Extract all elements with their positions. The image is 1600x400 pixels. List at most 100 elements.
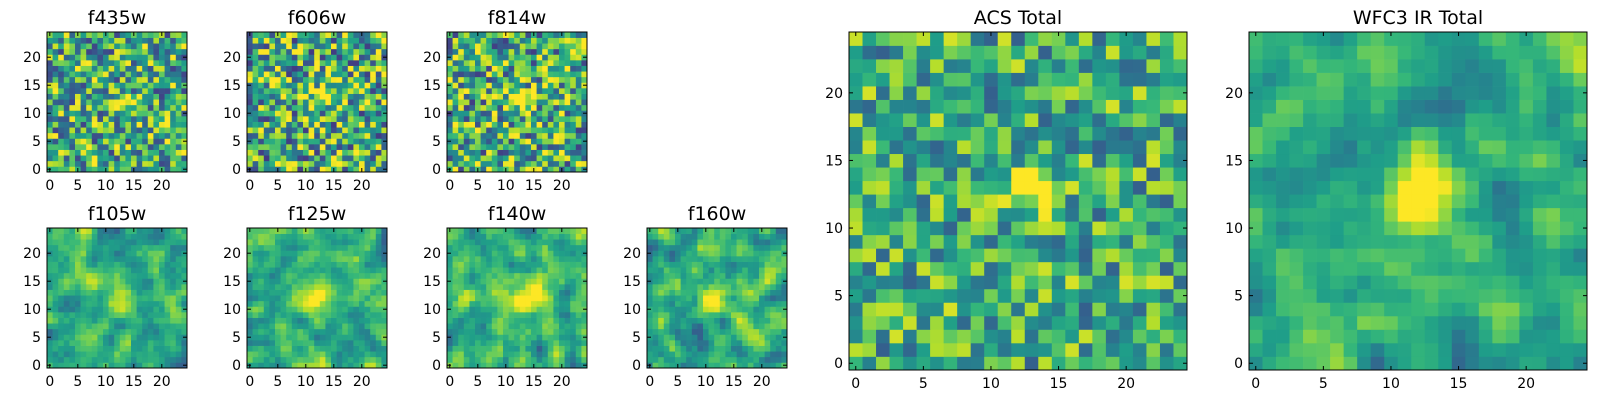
heatmap-cell: [491, 160, 498, 167]
heatmap-cell: [364, 155, 371, 162]
heatmap-cell: [159, 121, 165, 128]
heatmap-cell: [753, 356, 760, 363]
heatmap-cell: [575, 340, 582, 346]
heatmap-cell: [559, 82, 565, 89]
heatmap-cell: [347, 261, 354, 268]
heatmap-cell: [103, 351, 109, 358]
heatmap-cell: [508, 228, 515, 234]
heatmap-cell: [764, 250, 771, 257]
heatmap-cell: [52, 356, 59, 363]
heatmap-cell: [119, 99, 126, 106]
heatmap-cell: [342, 256, 349, 262]
heatmap-cell: [364, 284, 371, 290]
heatmap-cell: [564, 82, 571, 89]
heatmap-cell: [258, 54, 265, 61]
heatmap-cell: [131, 323, 137, 330]
heatmap-cell: [547, 340, 554, 346]
heatmap-cell: [943, 248, 958, 263]
heatmap-cell: [58, 121, 65, 128]
heatmap-cell: [497, 233, 504, 240]
heatmap-cell: [175, 48, 182, 55]
heatmap-cell: [889, 180, 904, 195]
heatmap-cell: [862, 167, 877, 182]
heatmap-cell: [63, 116, 70, 122]
heatmap-cell: [514, 362, 521, 369]
heatmap-cell: [303, 328, 309, 335]
heatmap-cell: [370, 228, 377, 234]
heatmap-cell: [319, 272, 326, 279]
heatmap-cell: [508, 244, 515, 251]
heatmap-cell: [353, 110, 360, 117]
heatmap-cell: [263, 160, 270, 167]
heatmap-cell: [347, 144, 354, 150]
heatmap-cell: [447, 155, 453, 162]
heatmap-cell: [181, 127, 188, 134]
heatmap-cell: [1065, 275, 1080, 290]
heatmap-cell: [719, 239, 726, 246]
heatmap-cell: [314, 127, 321, 134]
heatmap-cell: [553, 317, 560, 324]
heatmap-cell: [314, 121, 321, 128]
heatmap-cell: [553, 306, 560, 313]
heatmap-cell: [331, 244, 337, 251]
heatmap-cell: [181, 99, 188, 106]
heatmap-cell: [1159, 315, 1174, 330]
heatmap-cell: [108, 48, 115, 55]
heatmap-cell: [375, 317, 382, 324]
heatmap-cell: [381, 121, 388, 128]
heatmap-cell: [153, 166, 160, 173]
heatmap-cell: [353, 362, 360, 369]
heatmap-cell: [736, 351, 743, 358]
heatmap-cell: [58, 71, 65, 78]
heatmap-cell: [486, 295, 493, 302]
heatmap-cell: [331, 300, 337, 307]
heatmap-cell: [263, 233, 270, 240]
heatmap-cell: [675, 233, 681, 240]
heatmap-cell: [286, 82, 293, 89]
heatmap-cell: [52, 144, 59, 150]
heatmap-cell: [91, 300, 98, 307]
heatmap-cell: [114, 239, 121, 246]
heatmap-cell: [114, 351, 121, 358]
heatmap-cell: [486, 99, 493, 106]
heatmap-cell: [547, 244, 554, 251]
heatmap-cell: [862, 342, 877, 357]
heatmap-cell: [770, 300, 777, 307]
x-tick-label: 15: [125, 374, 143, 390]
heatmap-cell: [153, 160, 160, 167]
heatmap-cell: [486, 65, 493, 72]
heatmap-cell: [1173, 261, 1188, 276]
heatmap-cell: [308, 99, 315, 106]
heatmap-cell: [575, 351, 582, 358]
heatmap-cell: [491, 345, 498, 352]
heatmap-cell: [581, 272, 588, 279]
heatmap-cell: [581, 295, 588, 302]
heatmap-cell: [119, 160, 126, 167]
heatmap-cell: [314, 284, 321, 290]
heatmap-cell: [142, 289, 149, 296]
heatmap-cell: [486, 334, 493, 341]
heatmap-cell: [181, 88, 188, 94]
heatmap-cell: [525, 295, 532, 302]
heatmap-cell: [1132, 207, 1147, 222]
heatmap-cell: [269, 82, 276, 89]
heatmap-cell: [1146, 329, 1161, 344]
heatmap-cell: [1011, 275, 1026, 290]
heatmap-cell: [547, 37, 554, 44]
heatmap-cell: [170, 261, 177, 268]
heatmap-cell: [291, 60, 298, 66]
heatmap-cell: [314, 149, 321, 156]
heatmap-cell: [353, 239, 360, 246]
heatmap-cell: [686, 334, 693, 341]
heatmap-cell: [1078, 302, 1093, 317]
heatmap-cell: [1159, 288, 1174, 303]
heatmap-cell: [480, 93, 487, 100]
heatmap-cell: [142, 334, 149, 341]
heatmap-cell: [319, 356, 326, 363]
heatmap-cell: [375, 144, 382, 150]
heatmap-cell: [275, 88, 281, 94]
axes-frame: [646, 227, 788, 369]
heatmap-cell: [108, 312, 115, 318]
heatmap-cell: [108, 317, 115, 324]
heatmap-cell: [308, 228, 315, 234]
